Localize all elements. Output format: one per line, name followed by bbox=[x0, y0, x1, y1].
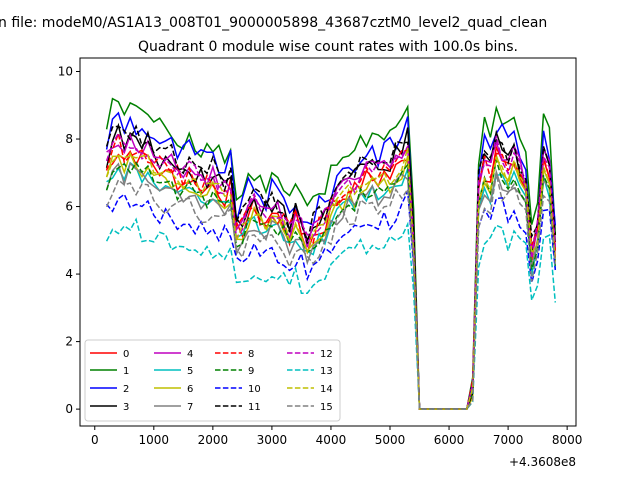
y-tick-label: 8 bbox=[65, 132, 73, 146]
y-tick-label: 0 bbox=[65, 402, 73, 416]
x-tick-label: 2000 bbox=[198, 433, 229, 447]
legend-label-2: 2 bbox=[123, 384, 129, 395]
legend-label-9: 9 bbox=[248, 366, 254, 377]
y-tick-label: 4 bbox=[65, 267, 73, 281]
legend-label-12: 12 bbox=[320, 349, 333, 360]
plot-area bbox=[79, 57, 577, 427]
legend-label-6: 6 bbox=[187, 384, 193, 395]
y-axis: 0 2 4 6 8 10 bbox=[58, 65, 80, 416]
series-line-15 bbox=[105, 173, 557, 410]
x-axis: 0 1000 2000 3000 4000 5000 6000 7000 8000 bbox=[91, 426, 582, 447]
legend-box bbox=[84, 339, 341, 422]
x-tick-label: 0 bbox=[91, 433, 99, 447]
legend-label-11: 11 bbox=[248, 402, 261, 413]
legend-label-1: 1 bbox=[123, 366, 129, 377]
legend-label-7: 7 bbox=[187, 402, 193, 413]
legend-label-10: 10 bbox=[248, 384, 261, 395]
x-tick-label: 6000 bbox=[434, 433, 465, 447]
chart-title: Quadrant 0 module wise count rates with … bbox=[138, 39, 518, 55]
legend-label-0: 0 bbox=[123, 349, 129, 360]
legend-label-4: 4 bbox=[187, 349, 193, 360]
series-layer bbox=[105, 97, 557, 410]
series-line-7 bbox=[105, 161, 557, 410]
series-line-5 bbox=[106, 161, 557, 410]
x-tick-label: 7000 bbox=[493, 433, 524, 447]
legend-label-5: 5 bbox=[187, 366, 193, 377]
plot-frame bbox=[79, 57, 577, 427]
legend-label-8: 8 bbox=[248, 349, 254, 360]
legend-label-14: 14 bbox=[320, 384, 333, 395]
series-line-13 bbox=[105, 217, 557, 410]
x-tick-label: 5000 bbox=[375, 433, 406, 447]
x-tick-label: 8000 bbox=[552, 433, 583, 447]
y-tick-label: 6 bbox=[65, 200, 73, 214]
legend-label-13: 13 bbox=[320, 366, 333, 377]
x-offset-label: +4.3608e8 bbox=[509, 455, 576, 469]
series-line-1 bbox=[105, 97, 557, 410]
series-line-11 bbox=[105, 124, 557, 410]
series-line-9 bbox=[105, 159, 557, 410]
x-tick-label: 4000 bbox=[316, 433, 347, 447]
x-tick-label: 1000 bbox=[139, 433, 170, 447]
series-line-8 bbox=[105, 130, 557, 410]
y-tick-label: 10 bbox=[58, 65, 73, 79]
legend-label-3: 3 bbox=[123, 402, 129, 413]
series-line-10 bbox=[106, 188, 557, 410]
figure-suptitle: n file: modeM0/AS1A13_008T01_9000005898_… bbox=[0, 15, 547, 31]
y-tick-label: 2 bbox=[65, 335, 73, 349]
series-line-12 bbox=[105, 132, 557, 410]
series-line-14 bbox=[105, 147, 557, 410]
legend-label-15: 15 bbox=[320, 402, 333, 413]
x-tick-label: 3000 bbox=[257, 433, 288, 447]
